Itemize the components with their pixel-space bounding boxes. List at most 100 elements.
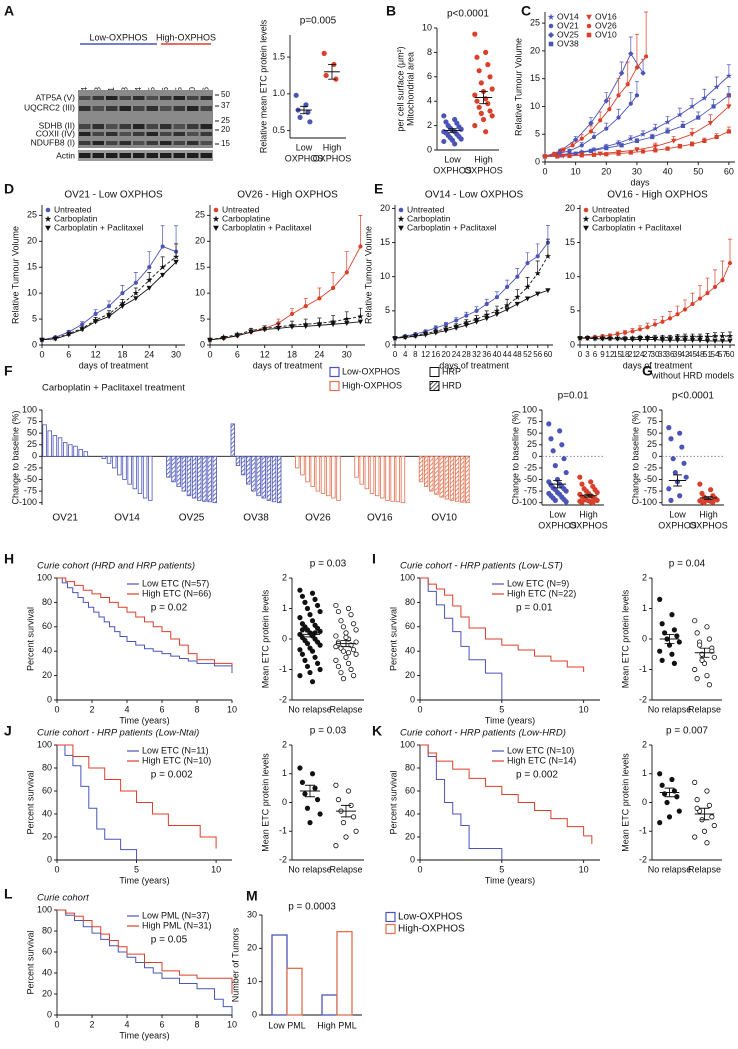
dot [489, 86, 495, 92]
marker [173, 259, 179, 265]
y-tick-label: 15 [565, 237, 575, 247]
y-tick-label: 0 [410, 854, 415, 864]
x-axis-label: days of treatment [253, 360, 323, 370]
legend-swatch [329, 366, 340, 378]
dot [709, 814, 715, 820]
dot [557, 428, 563, 434]
bar [354, 455, 359, 478]
marker [704, 333, 711, 340]
x-tick-label: 18 [117, 349, 127, 359]
y-tick-label: 75 [527, 416, 537, 426]
dot [706, 802, 713, 808]
legend-swatch [429, 381, 440, 391]
p-value: p<0.0001 [672, 391, 714, 402]
marker [652, 337, 658, 343]
y-tick-label: 50 [527, 428, 537, 438]
y-tick-label: 0 [252, 1009, 257, 1019]
marker [330, 285, 336, 291]
bar [240, 455, 246, 476]
x-tick-label: 30 [342, 349, 352, 359]
marker [701, 94, 708, 101]
marker [713, 83, 720, 90]
panel-label: D [4, 181, 14, 197]
band [106, 96, 118, 100]
legend-label: High-OXPHOS [342, 380, 402, 390]
sem-bar [300, 105, 308, 115]
band [79, 96, 91, 100]
dot [340, 624, 347, 630]
y-tick-label: 15 [195, 262, 205, 272]
sem-bar [664, 633, 675, 645]
p-value: p = 0.05 [151, 935, 188, 946]
band [92, 96, 104, 100]
bar [439, 455, 444, 498]
y-tick-label: 0 [47, 854, 52, 864]
y-tick-label: 20 [42, 670, 52, 680]
x-tick-label: 33 [658, 350, 667, 359]
legend-marker [213, 225, 219, 232]
y-tick-label: 75 [647, 416, 657, 426]
bar [166, 455, 171, 478]
x-tick-label: 3 [585, 350, 590, 359]
bar [305, 455, 310, 483]
legend-label: OV21 [557, 20, 579, 30]
y-tick-label: 0 [570, 339, 575, 349]
marker [544, 252, 552, 259]
x-tick-label: Relapse [688, 704, 721, 714]
band [173, 96, 185, 100]
dot [489, 113, 495, 119]
marker [665, 129, 670, 134]
y-tick-label: 10 [195, 288, 205, 298]
bar [295, 455, 300, 469]
marker [616, 115, 621, 120]
marker [704, 338, 711, 344]
band [119, 141, 131, 145]
legend-label: OV10 [595, 29, 617, 39]
dot [472, 31, 478, 37]
marker [542, 154, 548, 159]
y-tick-label: 20 [565, 203, 575, 213]
bar [137, 455, 143, 494]
y-axis-label: Mean ETC protein levels [620, 753, 630, 852]
marker [303, 324, 309, 330]
marker [622, 337, 628, 343]
legend-marker [586, 23, 592, 29]
x-tick-label: 54 [711, 350, 720, 359]
dot [676, 639, 682, 645]
y-tick-label: 0 [642, 797, 647, 807]
x-tick-label: 30 [171, 349, 181, 359]
legend-label: High PML (N=31) [142, 920, 211, 930]
band [146, 124, 158, 129]
chart-title: Carboplatin + Paclitaxel treatment [42, 383, 185, 394]
marker [652, 144, 658, 150]
dot [338, 618, 344, 624]
dot [348, 666, 354, 673]
legend-label: High ETC (N=66) [142, 588, 211, 598]
marker [577, 336, 583, 341]
bar [325, 455, 331, 497]
band [106, 124, 118, 129]
error-bar [147, 251, 152, 268]
survival-curve [57, 744, 217, 849]
y-tick-label: -25 [524, 462, 537, 472]
marker [677, 144, 682, 149]
band [200, 106, 212, 111]
dot [472, 92, 478, 98]
x-tick-label: 10 [579, 704, 589, 714]
dot [293, 92, 299, 98]
panel-label: J [4, 723, 12, 739]
dot [674, 794, 680, 800]
panel-label: G [642, 363, 653, 379]
marker [555, 154, 560, 159]
legend-marker [397, 215, 405, 222]
protein-label: ATP5A (V) [35, 92, 75, 102]
marker [494, 312, 500, 318]
dot [579, 499, 585, 505]
y-tick-label: 100 [642, 404, 657, 414]
x-tick-label: OXPHOS [313, 153, 352, 163]
legend-label: High ETC (N=14) [507, 755, 576, 765]
legend-label: High-OXPHOS [398, 924, 465, 935]
dot [317, 666, 323, 673]
marker [628, 150, 633, 155]
dot [671, 627, 678, 633]
